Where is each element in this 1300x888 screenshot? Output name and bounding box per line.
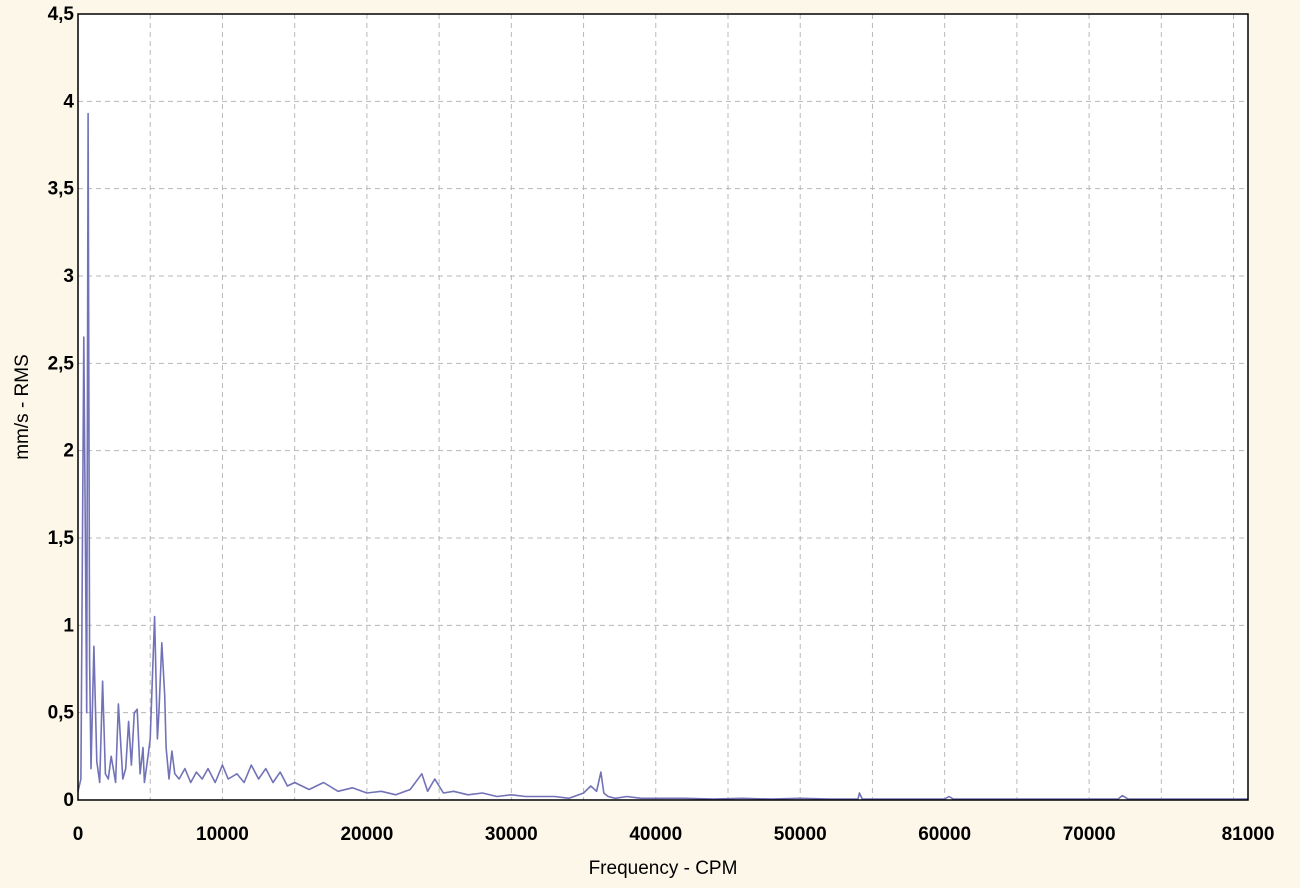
y-axis-ticks: 0 0,5 1 1,5 2 2,5 3 3,5 4 4,5 (48, 4, 75, 811)
y-tick-label: 1 (63, 615, 74, 636)
x-tick-label: 81000 (1222, 824, 1275, 845)
x-axis-ticks: 0 10000 20000 30000 40000 50000 60000 70000 8100… (73, 824, 1275, 845)
y-tick-label: 2,5 (48, 353, 75, 374)
x-axis-title: Frequency - CPM (589, 858, 738, 879)
plot-background (78, 14, 1248, 800)
x-tick-label: 10000 (196, 824, 249, 845)
series-line (77, 112, 1248, 800)
x-tick-label: 40000 (629, 824, 682, 845)
x-tick-label: 60000 (918, 824, 971, 845)
y-tick-label: 3 (63, 266, 74, 287)
y-tick-label: 4 (63, 91, 74, 112)
x-tick-label: 50000 (774, 824, 827, 845)
y-tick-label: 1,5 (48, 528, 75, 549)
x-tick-label: 30000 (485, 824, 538, 845)
x-tick-label: 20000 (340, 824, 393, 845)
x-tick-label: 70000 (1063, 824, 1116, 845)
y-tick-label: 3,5 (48, 179, 75, 200)
plot-frame (77, 13, 1249, 801)
y-tick-label: 0 (63, 790, 74, 811)
y-tick-label: 0,5 (48, 703, 75, 724)
grid-lines (78, 14, 1248, 800)
series-group (77, 112, 1248, 800)
y-tick-label: 4,5 (48, 4, 75, 25)
y-axis-title: mm/s - RMS (12, 354, 33, 460)
x-tick-label: 0 (73, 824, 84, 845)
y-tick-label: 2 (63, 441, 74, 462)
